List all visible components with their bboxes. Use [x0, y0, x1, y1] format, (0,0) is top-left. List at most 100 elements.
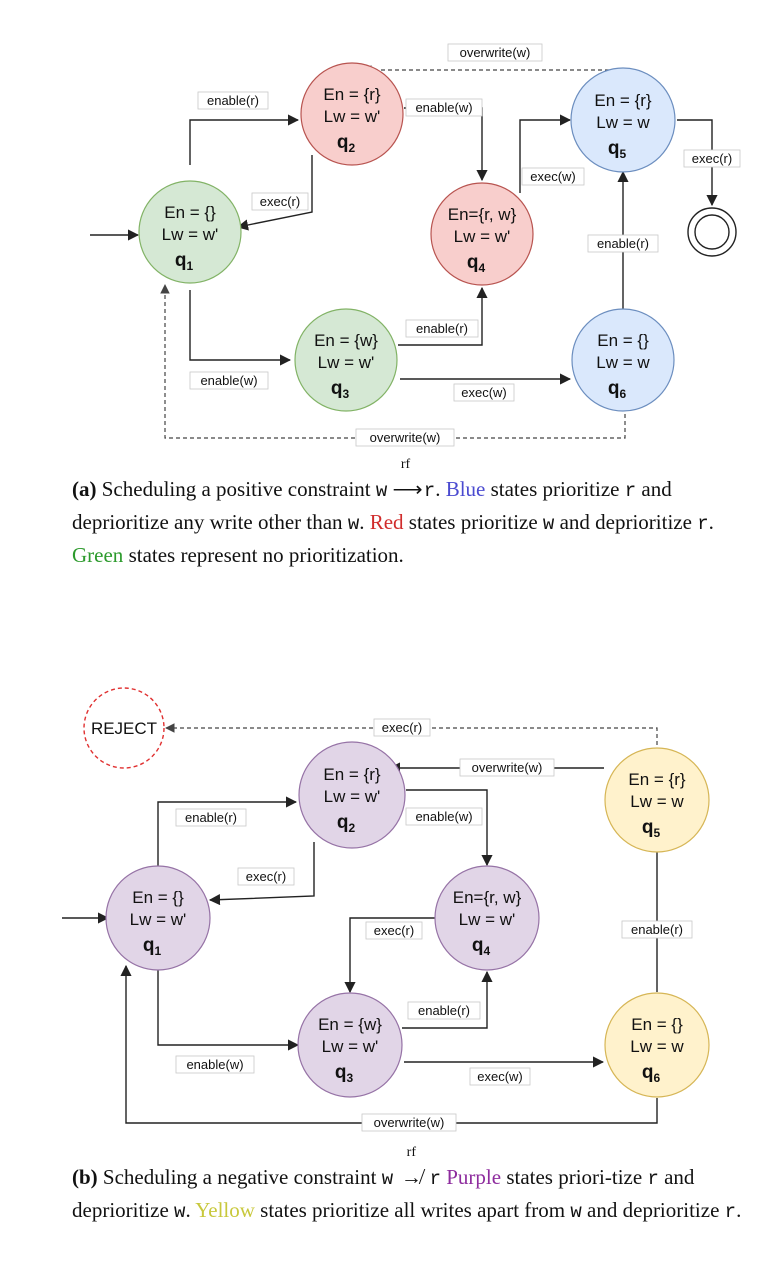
caption-a-red: Red — [370, 510, 404, 534]
b-state-q1-en: En = {} — [132, 888, 184, 907]
b-state-q3: En = {w} Lw = w' q3 — [298, 993, 402, 1097]
a-state-q6-lw: Lw = w — [596, 353, 650, 372]
b-state-q5: En = {r} Lw = w q5 — [605, 748, 709, 852]
b-label-q5-q2: overwrite(w) — [460, 759, 554, 776]
a-label-q6-q5: enable(r) — [588, 235, 658, 252]
a-label-q1-q3: enable(w) — [190, 372, 268, 389]
a-label-q2-q1: exec(r) — [252, 193, 308, 210]
caption-b-yellow: Yellow — [195, 1198, 255, 1222]
svg-text:enable(r): enable(r) — [207, 93, 259, 108]
a-label-q6-q1: overwrite(w) — [356, 429, 454, 446]
a-state-q1-lw: Lw = w' — [162, 225, 219, 244]
b-state-q1: En = {} Lw = w' q1 — [106, 866, 210, 970]
caption-b-r2: r — [647, 1168, 658, 1190]
svg-text:enable(r): enable(r) — [185, 810, 237, 825]
caption-a-arrow: ⟶ — [393, 477, 423, 501]
caption-a-blue: Blue — [446, 477, 486, 501]
caption-a-text-5: . — [359, 510, 364, 534]
a-state-q2-en: En = {r} — [323, 85, 381, 104]
svg-text:exec(r): exec(r) — [382, 720, 422, 735]
svg-text:enable(w): enable(w) — [186, 1057, 243, 1072]
b-state-q1-lw: Lw = w' — [130, 910, 187, 929]
b-state-q5-en: En = {r} — [628, 770, 686, 789]
a-edge-q1-q3 — [190, 290, 290, 360]
b-edge-q1-q3 — [158, 970, 298, 1045]
figure-a: En = {} Lw = w' q1 En = {r} Lw = w' q2 E… — [90, 44, 740, 446]
a-label-q5-final: exec(r) — [684, 150, 740, 167]
caption-a-w2: w — [348, 513, 359, 535]
caption-a-text-9: states represent no prioritization. — [129, 543, 404, 567]
a-edge-q2-q4 — [404, 108, 482, 180]
a-state-q2-lw: Lw = w' — [324, 107, 381, 126]
a-label-q3-q4: enable(r) — [406, 320, 478, 337]
b-label-q6-q1: overwrite(w) — [362, 1114, 456, 1131]
caption-b-text-7: . — [736, 1198, 741, 1222]
caption-b-r: r — [430, 1168, 441, 1190]
caption-b-rf: rf — [398, 1146, 424, 1160]
b-edge-q2-q4 — [406, 790, 487, 865]
svg-text:enable(r): enable(r) — [597, 236, 649, 251]
svg-text:overwrite(w): overwrite(w) — [472, 760, 543, 775]
a-state-q5-en: En = {r} — [594, 91, 652, 110]
a-state-q6-en: En = {} — [597, 331, 649, 350]
figure-b: REJECT En = {} Lw = w' q1 En = {r} Lw = … — [62, 688, 709, 1131]
caption-a-r: r — [424, 480, 435, 502]
svg-text:enable(r): enable(r) — [418, 1003, 470, 1018]
a-state-q3-en: En = {w} — [314, 331, 378, 350]
caption-b-text-6: and deprioritize — [587, 1198, 719, 1222]
b-state-q2-en: En = {r} — [323, 765, 381, 784]
b-state-q5-lw: Lw = w — [630, 792, 684, 811]
caption-a: (a) Scheduling a positive constraint w r… — [72, 474, 762, 571]
caption-a-rf: rf — [393, 458, 419, 472]
caption-a-green: Green — [72, 543, 123, 567]
svg-text:overwrite(w): overwrite(w) — [460, 45, 531, 60]
caption-a-r2: r — [625, 480, 636, 502]
a-state-q3: En = {w} Lw = w' q3 — [295, 309, 397, 411]
svg-text:enable(r): enable(r) — [416, 321, 468, 336]
a-state-q5-lw: Lw = w — [596, 113, 650, 132]
caption-b-r3: r — [725, 1201, 736, 1223]
b-label-q4-q3: exec(r) — [366, 922, 422, 939]
a-label-q3-q6: exec(w) — [454, 384, 514, 401]
svg-text:enable(w): enable(w) — [415, 100, 472, 115]
b-label-q1-q2: enable(r) — [176, 809, 246, 826]
b-label-q2-q1: exec(r) — [238, 868, 294, 885]
b-state-q4-lw: Lw = w' — [459, 910, 516, 929]
caption-b-text-1: Scheduling a negative constraint — [103, 1165, 377, 1189]
caption-b-label: (b) — [72, 1165, 98, 1189]
svg-text:enable(w): enable(w) — [200, 373, 257, 388]
a-label-q1-q2: enable(r) — [198, 92, 268, 109]
svg-text:exec(r): exec(r) — [374, 923, 414, 938]
caption-b-w3: w — [570, 1201, 581, 1223]
caption-b-w2: w — [174, 1201, 185, 1223]
svg-text:exec(r): exec(r) — [246, 869, 286, 884]
svg-text:exec(w): exec(w) — [530, 169, 576, 184]
caption-a-text-2: . — [435, 477, 440, 501]
a-label-q5-q2: overwrite(w) — [448, 44, 542, 61]
caption-b-rf-arrow: rf ↛ — [398, 1162, 424, 1193]
caption-a-text-3: states prioritize — [491, 477, 620, 501]
a-label-q4-q5: exec(w) — [522, 168, 584, 185]
caption-b-text-4: . — [185, 1198, 190, 1222]
a-edge-q2-q1 — [238, 155, 312, 227]
b-label-q5-reject: exec(r) — [374, 719, 430, 736]
a-edge-q1-q2 — [190, 120, 298, 165]
svg-text:exec(w): exec(w) — [461, 385, 507, 400]
b-reject-label: REJECT — [91, 719, 157, 738]
a-state-q2: En = {r} Lw = w' q2 — [301, 63, 403, 165]
a-state-q4-lw: Lw = w' — [454, 227, 511, 246]
a-state-q3-lw: Lw = w' — [318, 353, 375, 372]
svg-text:enable(r): enable(r) — [631, 922, 683, 937]
b-label-q3-q4: enable(r) — [408, 1002, 480, 1019]
caption-a-text-6: states prioritize — [409, 510, 538, 534]
svg-text:exec(r): exec(r) — [260, 194, 300, 209]
a-state-q4: En={r, w} Lw = w' q4 — [431, 183, 533, 285]
a-state-q1: En = {} Lw = w' q1 — [139, 181, 241, 283]
a-state-q5: En = {r} Lw = w q5 — [571, 68, 675, 172]
b-state-q3-lw: Lw = w' — [322, 1037, 379, 1056]
svg-text:exec(r): exec(r) — [692, 151, 732, 166]
b-state-q6-en: En = {} — [631, 1015, 683, 1034]
caption-a-w3: w — [543, 513, 554, 535]
b-state-q2: En = {r} Lw = w' q2 — [299, 742, 405, 848]
